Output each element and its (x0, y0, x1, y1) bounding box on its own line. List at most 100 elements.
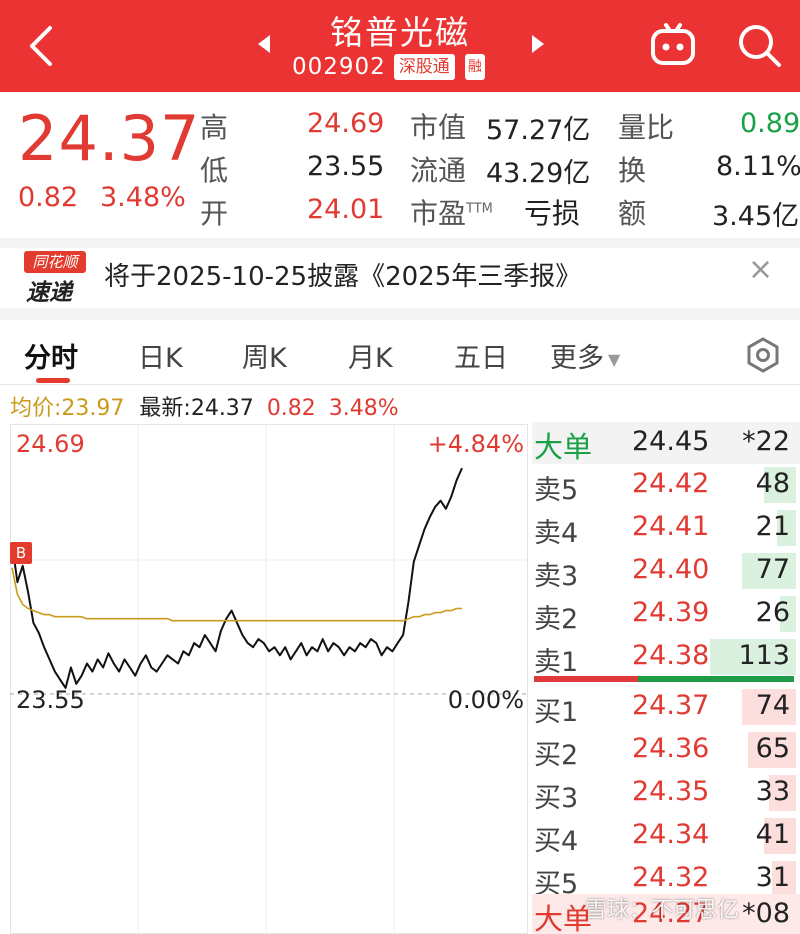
bid-label: 买3 (534, 783, 579, 814)
back-arrow-icon[interactable] (22, 22, 62, 70)
top-bar: 铭普光磁 002902 深股通 融 (0, 0, 800, 92)
pe-label: 市盈TTM (410, 197, 493, 230)
bid-price: 24.36 (632, 733, 710, 764)
search-icon[interactable] (734, 20, 784, 70)
bid-volume-bar (772, 861, 796, 897)
stock-code-row: 002902 深股通 融 (292, 52, 485, 82)
info-change-pct: 3.48% (328, 396, 399, 421)
ask-row[interactable]: 卖2 24.39 26 (532, 593, 800, 635)
chart-info-line: 均价:23.97 最新:24.37 0.82 3.48% (10, 390, 399, 422)
bid-vol: 31 (755, 862, 790, 893)
bid-row[interactable]: 买2 24.36 65 (532, 729, 800, 771)
next-stock-icon[interactable] (530, 34, 546, 54)
price-change-pct: 3.48% (100, 182, 186, 213)
bid-label: 买2 (534, 740, 579, 771)
news-banner[interactable]: 同花顺 速递 将于2025-10-25披露《2025年三季报》 × (0, 248, 800, 306)
bid-row[interactable]: 买3 24.35 33 (532, 772, 800, 814)
ask-row[interactable]: 卖1 24.38 113 (532, 636, 800, 678)
bid-volume-bar (742, 689, 796, 725)
bid-label: 买4 (534, 826, 579, 857)
chart-high-label: 24.69 (16, 430, 85, 458)
bid-row[interactable]: 买4 24.34 41 (532, 815, 800, 857)
bid-row[interactable]: 买5 24.32 31 (532, 858, 800, 900)
amount-value: 3.45亿 (712, 201, 800, 232)
prev-stock-icon[interactable] (256, 34, 272, 54)
ttm-mark: TTM (466, 201, 493, 217)
low-value: 23.55 (307, 151, 385, 182)
bid-price: 24.37 (632, 690, 710, 721)
mktcap-label: 市值 (410, 111, 467, 144)
bid-volume-bar (748, 732, 796, 768)
divider (0, 238, 800, 248)
chart-tabs: 分时 日K 周K 月K 五日 更多 ▼ (0, 328, 800, 384)
float-value: 43.29亿 (486, 158, 591, 189)
chart-canvas (10, 424, 528, 934)
bid-volume-bar (769, 775, 796, 811)
intraday-chart[interactable]: 24.69 +4.84% 23.55 0.00% B (10, 424, 528, 934)
divider (0, 384, 800, 385)
ask-volume-bar (710, 639, 796, 675)
big-order-bottom[interactable]: 大单 24.27 *08 (532, 894, 800, 934)
high-value: 24.69 (307, 108, 385, 139)
volratio-label: 量比 (618, 111, 675, 144)
ask-price: 24.40 (632, 554, 710, 585)
ask-label: 卖4 (534, 518, 579, 549)
bid-price: 24.35 (632, 776, 710, 807)
mktcap-value: 57.27亿 (486, 115, 591, 146)
quote-panel: 24.37 0.82 3.48% 高 24.69 低 23.55 开 24.01… (0, 92, 800, 238)
tab-intraday[interactable]: 分时 (24, 343, 78, 374)
ask-vol: 21 (755, 511, 790, 542)
tab-weekly-k[interactable]: 周K (242, 343, 287, 374)
ask-label: 卖5 (534, 475, 579, 506)
ask-price: 24.42 (632, 468, 710, 499)
chart-low-label: 23.55 (16, 686, 85, 714)
ths-logo: 同花顺 速递 (24, 251, 86, 306)
divider (0, 308, 800, 320)
turnover-label: 换 (618, 154, 647, 187)
open-value: 24.01 (307, 194, 385, 225)
ask-volume-bar (742, 553, 796, 589)
bid-label: 买1 (534, 697, 579, 728)
bid-volume-bar (764, 818, 796, 854)
ask-price: 24.38 (632, 640, 710, 671)
latest-price: 最新:24.37 (139, 396, 254, 421)
ask-vol: 48 (755, 468, 790, 499)
margin-badge[interactable]: 融 (464, 54, 485, 80)
bid-price: 24.34 (632, 819, 710, 850)
price-line (11, 467, 463, 689)
ask-vol: 26 (755, 597, 790, 628)
buy-marker[interactable]: B (10, 542, 32, 564)
tab-daily-k[interactable]: 日K (138, 343, 183, 374)
news-text[interactable]: 将于2025-10-25披露《2025年三季报》 (104, 262, 582, 292)
ask-row[interactable]: 卖5 24.42 48 (532, 464, 800, 506)
active-tab-indicator (36, 378, 70, 383)
close-icon[interactable]: × (748, 252, 774, 287)
ask-vol: 113 (738, 640, 790, 671)
stock-code: 002902 (292, 54, 386, 80)
bid-row[interactable]: 买1 24.37 74 (532, 686, 800, 728)
avg-price-line (11, 567, 462, 622)
ask-price: 24.41 (632, 511, 710, 542)
tab-monthly-k[interactable]: 月K (348, 343, 393, 374)
bid-vol: 65 (755, 733, 790, 764)
settings-hex-icon[interactable] (744, 336, 782, 374)
amount-label: 额 (618, 197, 647, 230)
ask-row[interactable]: 卖4 24.41 21 (532, 507, 800, 549)
avg-price: 均价:23.97 (10, 396, 125, 421)
assistant-robot-icon[interactable] (648, 22, 698, 68)
ask-label: 卖1 (534, 647, 579, 678)
open-label: 开 (200, 197, 229, 230)
connect-badge[interactable]: 深股通 (393, 54, 455, 80)
ask-volume-bar (777, 510, 796, 546)
ask-volume-bar (764, 467, 796, 503)
turnover-value: 8.11% (716, 151, 800, 182)
watermark: 雪球：不可思亿 (585, 898, 740, 923)
tab-more[interactable]: 更多 ▼ (550, 343, 621, 374)
tab-five-day[interactable]: 五日 (454, 343, 508, 374)
bid-vol: 33 (755, 776, 790, 807)
ask-row[interactable]: 卖3 24.40 77 (532, 550, 800, 592)
chart-low-pct: 0.00% (447, 686, 524, 714)
big-order-top[interactable]: 大单 24.45 *22 (532, 422, 800, 464)
bid-price: 24.32 (632, 862, 710, 893)
last-price: 24.37 (18, 102, 201, 175)
